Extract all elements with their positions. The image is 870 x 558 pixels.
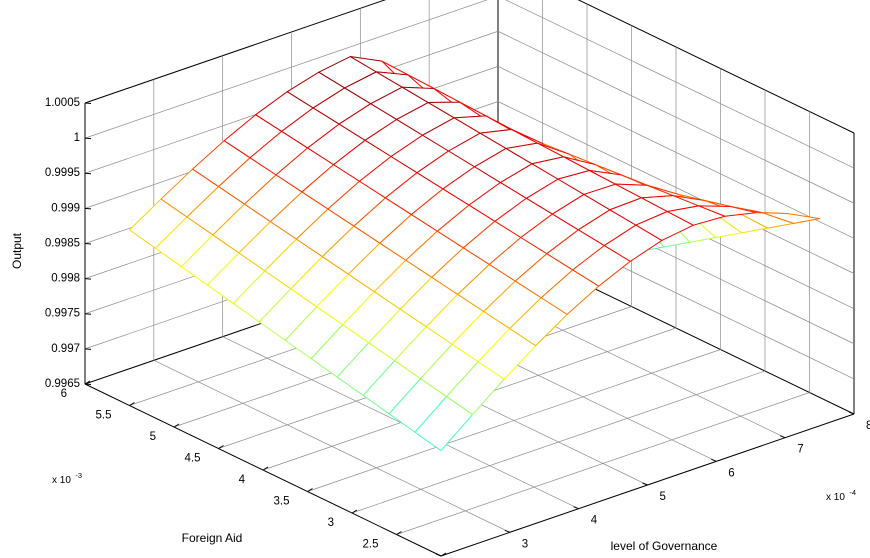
grid-line <box>497 30 855 204</box>
z-tick-label: 0.998 <box>51 273 80 285</box>
surface-cell <box>761 212 821 224</box>
x-tick-label: 8 <box>866 420 870 432</box>
z-tick-label: 1 <box>74 132 80 144</box>
x-tick-mark <box>504 529 511 533</box>
y-tick-label: 4.5 <box>185 453 201 465</box>
z-tick-mark <box>84 243 92 245</box>
y-tick-mark <box>262 466 269 471</box>
grid-line <box>396 392 810 535</box>
z-tick-mark <box>84 137 92 140</box>
z-tick-mark <box>84 383 92 385</box>
surface-mesh <box>129 56 821 452</box>
x-tick-label: 6 <box>728 467 734 479</box>
y-axis-label: Foreign Aid <box>182 531 243 545</box>
grid-line <box>351 370 766 514</box>
z-tick-label: 0.999 <box>51 202 80 214</box>
y-tick-mark <box>440 552 447 557</box>
y-tick-label: 5 <box>150 431 156 443</box>
z-tick-mark <box>84 172 92 175</box>
x-tick-label: 7 <box>797 444 803 456</box>
y-tick-label: 2.5 <box>363 539 379 551</box>
z-tick-label: 0.9995 <box>45 167 80 179</box>
x-tick-mark <box>779 435 786 439</box>
grid-line <box>497 66 855 239</box>
grid-line <box>497 101 855 274</box>
grid-line <box>307 349 721 492</box>
y-tick-label: 6 <box>61 388 67 400</box>
y-tick-mark <box>218 445 224 449</box>
z-tick-mark <box>84 278 92 280</box>
x-axis-multiplier: x 10 -4 <box>826 487 856 504</box>
y-tick-mark <box>173 423 180 428</box>
y-tick-mark <box>129 402 135 406</box>
y-tick-label: 3 <box>328 517 334 529</box>
x-tick-label: 4 <box>591 515 598 527</box>
x-tick-label: 3 <box>522 538 528 550</box>
x-tick-label: 5 <box>660 491 666 503</box>
z-tick-mark <box>84 348 92 350</box>
y-tick-label: 5.5 <box>96 410 112 422</box>
y-axis-multiplier: x 10 -3 <box>52 470 82 487</box>
y-tick-mark <box>84 380 91 385</box>
x-tick-mark <box>435 553 442 557</box>
x-tick-mark <box>573 506 579 510</box>
x-tick-mark <box>642 482 648 486</box>
y-tick-mark <box>351 509 358 514</box>
z-tick-label: 0.9985 <box>45 238 80 250</box>
z-tick-mark <box>84 313 92 315</box>
tick-labels: 0.9965 0.997 0.9975 0.998 0.9985 0.999 0.9995 1… <box>45 97 870 557</box>
grid-line <box>505 0 855 169</box>
z-tick-label: 0.997 <box>51 343 80 355</box>
x-axis-label: level of Governance <box>611 539 718 553</box>
x-tick-mark <box>848 411 855 415</box>
z-tick-label: 1.0005 <box>45 97 80 109</box>
x-tick-mark <box>711 458 717 462</box>
z-axis-label: Output <box>10 232 24 269</box>
y-tick-mark <box>396 531 402 535</box>
y-tick-mark <box>307 488 313 492</box>
z-tick-label: 0.9965 <box>45 378 80 390</box>
z-tick-mark <box>84 102 92 104</box>
grid-line <box>84 0 488 139</box>
y-tick-label: 4 <box>239 474 246 486</box>
z-tick-label: 0.9975 <box>45 308 80 320</box>
z-tick-mark <box>84 207 92 210</box>
y-tick-label: 3.5 <box>274 496 290 508</box>
